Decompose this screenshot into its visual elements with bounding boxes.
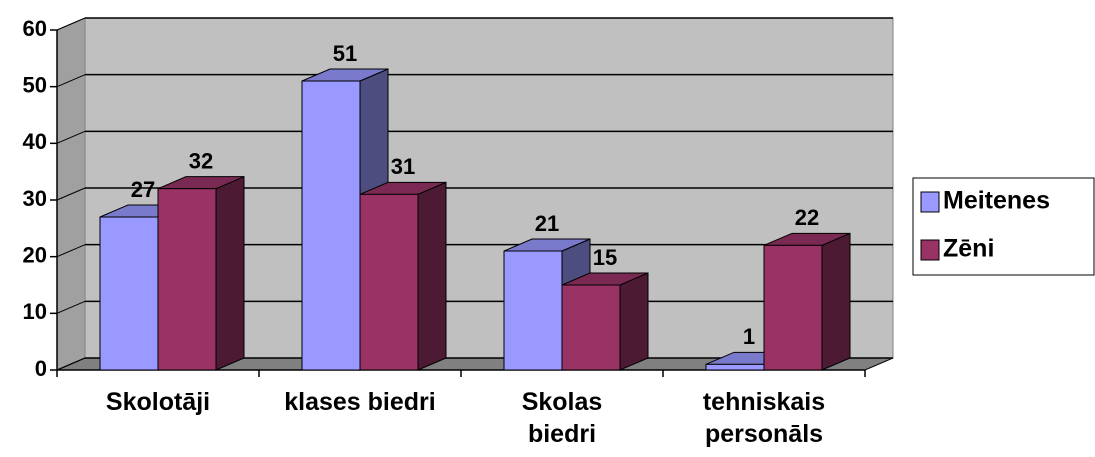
bar (157, 188, 217, 371)
grid-line-side (56, 357, 86, 371)
value-label: 1 (743, 324, 755, 349)
x-tick-label: klases biedri (284, 388, 436, 416)
value-label: 15 (593, 245, 617, 270)
value-label: 51 (333, 41, 357, 66)
bar (359, 193, 419, 371)
grid-line-side (56, 187, 86, 201)
bar-side (619, 272, 649, 371)
grid-line-side (56, 244, 86, 258)
x-tick-label: Skolotāji (105, 388, 211, 416)
y-tick-label: 0 (35, 356, 47, 381)
legend (912, 177, 1095, 276)
y-tick-label: 10 (23, 299, 47, 324)
y-tick-label: 50 (23, 72, 47, 97)
x-tick-label: Skolas biedri (521, 388, 603, 448)
y-tick-label: 30 (23, 186, 47, 211)
value-label: 22 (795, 205, 819, 230)
bar-side (215, 175, 245, 371)
legend-swatch (920, 191, 940, 213)
grid-line-side (56, 17, 86, 31)
bar (763, 244, 823, 371)
legend-label: Zēni (943, 235, 994, 263)
bar (561, 284, 621, 371)
y-tick-label: 20 (23, 242, 47, 267)
bar (301, 80, 361, 371)
y-tick-label: 60 (23, 16, 47, 41)
bar-side (417, 181, 447, 371)
grid-line-side (56, 130, 86, 144)
bar-side (821, 232, 851, 371)
value-label: 31 (391, 154, 415, 179)
y-tick-label: 40 (23, 129, 47, 154)
x-tick-label: tehniskais personāls (702, 388, 826, 448)
value-label: 32 (189, 148, 213, 173)
bar (705, 363, 765, 371)
value-label: 21 (535, 211, 559, 236)
legend-swatch (920, 239, 940, 261)
bar (99, 216, 159, 371)
value-label: 27 (131, 177, 155, 202)
bar (503, 250, 563, 371)
grid-line-side (56, 300, 86, 314)
grid-line-side (56, 74, 86, 88)
legend-label: Meitenes (943, 187, 1050, 215)
